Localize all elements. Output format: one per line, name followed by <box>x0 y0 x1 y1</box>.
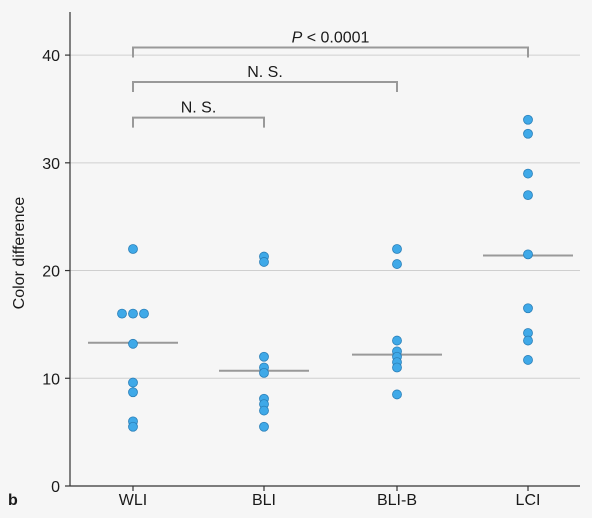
panel-letter: b <box>8 492 18 509</box>
x-tick-label-wli: WLI <box>119 492 147 509</box>
data-point-lci-5 <box>523 303 533 314</box>
data-point-lci-7 <box>523 335 533 346</box>
data-point-bli-2 <box>259 351 269 362</box>
x-tick-label-bli-b: BLI-B <box>377 492 417 509</box>
data-point-lci-1 <box>523 128 533 139</box>
data-point-wli-0 <box>128 244 138 254</box>
data-point-wli-1 <box>117 308 127 319</box>
x-tick-label-bli: BLI <box>252 492 276 509</box>
data-point-bli-7 <box>259 405 269 416</box>
data-point-bli-1 <box>259 257 269 267</box>
data-point-wli-5 <box>128 377 138 388</box>
data-point-lci-3 <box>523 190 533 201</box>
significance-label-1: N. S. <box>247 64 283 81</box>
data-point-wli-2 <box>128 308 138 319</box>
data-point-lci-4 <box>523 249 533 260</box>
y-tick-label-30: 30 <box>42 156 60 173</box>
data-point-bli-4 <box>259 367 269 378</box>
significance-bracket-1 <box>132 81 398 93</box>
data-point-lci-2 <box>523 168 533 179</box>
data-point-lci-0 <box>523 114 533 125</box>
data-point-lci-8 <box>523 355 533 365</box>
significance-label-2: N. S. <box>181 100 217 117</box>
y-tick-label-20: 20 <box>42 264 60 281</box>
data-point-wli-3 <box>139 308 149 319</box>
x-tick-label-lci: LCI <box>516 492 541 509</box>
data-point-bli-b-2 <box>392 335 402 346</box>
data-point-bli-b-7 <box>392 389 402 400</box>
y-tick-label-40: 40 <box>42 48 60 65</box>
data-point-wli-8 <box>128 421 138 432</box>
y-tick-label-10: 10 <box>42 371 60 388</box>
data-point-wli-6 <box>128 387 138 398</box>
data-point-bli-b-6 <box>392 362 402 373</box>
data-point-bli-8 <box>259 421 269 432</box>
data-point-bli-b-1 <box>392 259 402 269</box>
significance-label-0: P < 0.0001 <box>292 30 370 47</box>
significance-bracket-2 <box>132 116 265 128</box>
data-point-bli-b-0 <box>392 244 402 254</box>
y-tick-label-0: 0 <box>51 479 60 496</box>
significance-bracket-0 <box>132 46 529 58</box>
y-axis-label: Color difference <box>11 197 28 310</box>
data-point-wli-4 <box>128 338 138 349</box>
